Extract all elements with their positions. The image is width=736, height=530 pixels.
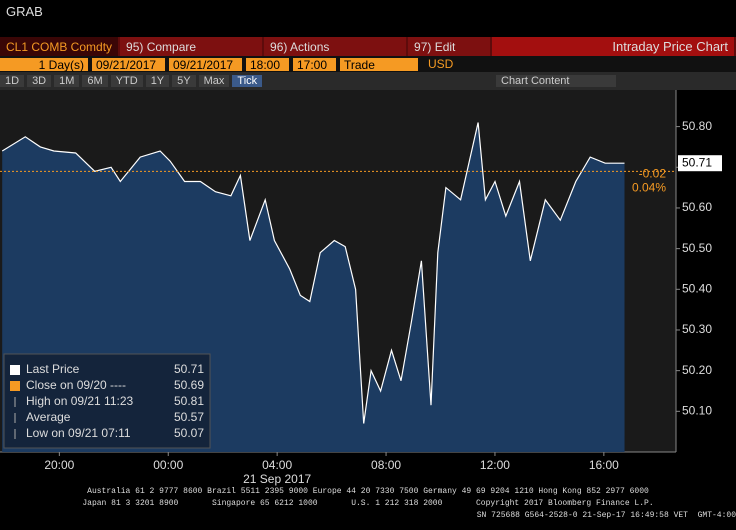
- y-tick-label: 50.80: [682, 119, 712, 133]
- ticker[interactable]: CL1 COMB Comdty: [0, 37, 119, 56]
- menu-button[interactable]: 96) Actions: [264, 37, 407, 56]
- legend-value: 50.07: [174, 426, 204, 440]
- range-button[interactable]: YTD: [110, 75, 143, 87]
- legend-label: Close on 09/20 ----: [26, 378, 126, 392]
- y-tick-label: 50.40: [682, 281, 712, 295]
- event[interactable]: Trade: [340, 57, 418, 72]
- currency: USD: [428, 57, 454, 71]
- legend-label: Last Price: [26, 362, 80, 376]
- x-tick-label: 12:00: [480, 458, 510, 472]
- y-tick-label: 50.10: [682, 403, 712, 417]
- frequency[interactable]: Tick: [232, 75, 263, 87]
- y-tick-label: 50.30: [682, 322, 712, 336]
- y-tick-label: 50.60: [682, 200, 712, 214]
- chart-name: Intraday Price Chart: [492, 37, 734, 56]
- start-date[interactable]: 09/21/2017: [92, 57, 165, 72]
- range-button[interactable]: 1M: [54, 75, 80, 87]
- range-button[interactable]: Max: [198, 75, 230, 87]
- x-axis-label: 21 Sep 2017: [243, 472, 311, 486]
- x-tick-label: 16:00: [589, 458, 619, 472]
- legend-value: 50.81: [174, 394, 204, 408]
- x-tick-label: 08:00: [371, 458, 401, 472]
- end-date[interactable]: 09/21/2017: [169, 57, 242, 72]
- legend-label: Low on 09/21 07:11: [26, 426, 131, 440]
- legend-value: 50.57: [174, 410, 204, 424]
- legend-label: High on 09/21 11:23: [26, 394, 134, 408]
- window-title: GRAB: [6, 4, 43, 19]
- y-tick-label: 50.20: [682, 363, 712, 377]
- range-button[interactable]: 1D: [0, 75, 25, 87]
- y-tick-label: 50.50: [682, 241, 712, 255]
- change-pct: 0.04%: [632, 181, 666, 195]
- date-bar: 1 Day(s) 09/21/2017 09/21/2017 18:00 17:…: [0, 56, 736, 72]
- range-bar: 1D 3D 1M 6M YTD 1Y 5Y Max Tick Chart Content: [0, 72, 736, 90]
- legend: [3, 353, 211, 449]
- x-tick-label: 20:00: [44, 458, 74, 472]
- legend-label: Average: [26, 410, 71, 424]
- x-tick-label: 00:00: [153, 458, 183, 472]
- x-tick-label: 04:00: [262, 458, 292, 472]
- period[interactable]: 1 Day(s): [0, 57, 88, 72]
- price-line: [1, 122, 625, 424]
- legend-value: 50.71: [174, 362, 204, 376]
- range-button[interactable]: 3D: [27, 75, 52, 87]
- chart-content[interactable]: Chart Content: [496, 75, 616, 87]
- footer: Japan 81 3 3201 8900 Singapore 65 6212 1…: [82, 499, 654, 508]
- footer: SN 725688 G564-2528-0 21-Sep-17 16:49:58…: [476, 511, 736, 520]
- title-bar: GRAB: [0, 0, 736, 37]
- legend-swatch: [10, 365, 20, 375]
- last-price-marker: [678, 155, 722, 172]
- range-button[interactable]: 1Y: [145, 75, 170, 87]
- chart: 50.1050.2050.3050.4050.5050.6050.7050.80…: [0, 90, 722, 486]
- range-button[interactable]: 5Y: [172, 75, 196, 87]
- menu-button[interactable]: 95) Compare: [120, 37, 263, 56]
- menu-button[interactable]: 97) Edit: [408, 37, 491, 56]
- change: -0.02: [639, 167, 667, 181]
- end-time[interactable]: 17:00: [293, 57, 336, 72]
- footer: Australia 61 2 9777 8600 Brazil 5511 239…: [87, 487, 649, 496]
- last-price-label: 50.71: [682, 155, 712, 169]
- start-time[interactable]: 18:00: [246, 57, 289, 72]
- legend-swatch: [10, 381, 20, 391]
- legend-value: 50.69: [174, 378, 204, 392]
- toolbar: CL1 COMB Comdty 95) Compare 96) Actions …: [0, 37, 736, 56]
- range-button[interactable]: 6M: [82, 75, 108, 87]
